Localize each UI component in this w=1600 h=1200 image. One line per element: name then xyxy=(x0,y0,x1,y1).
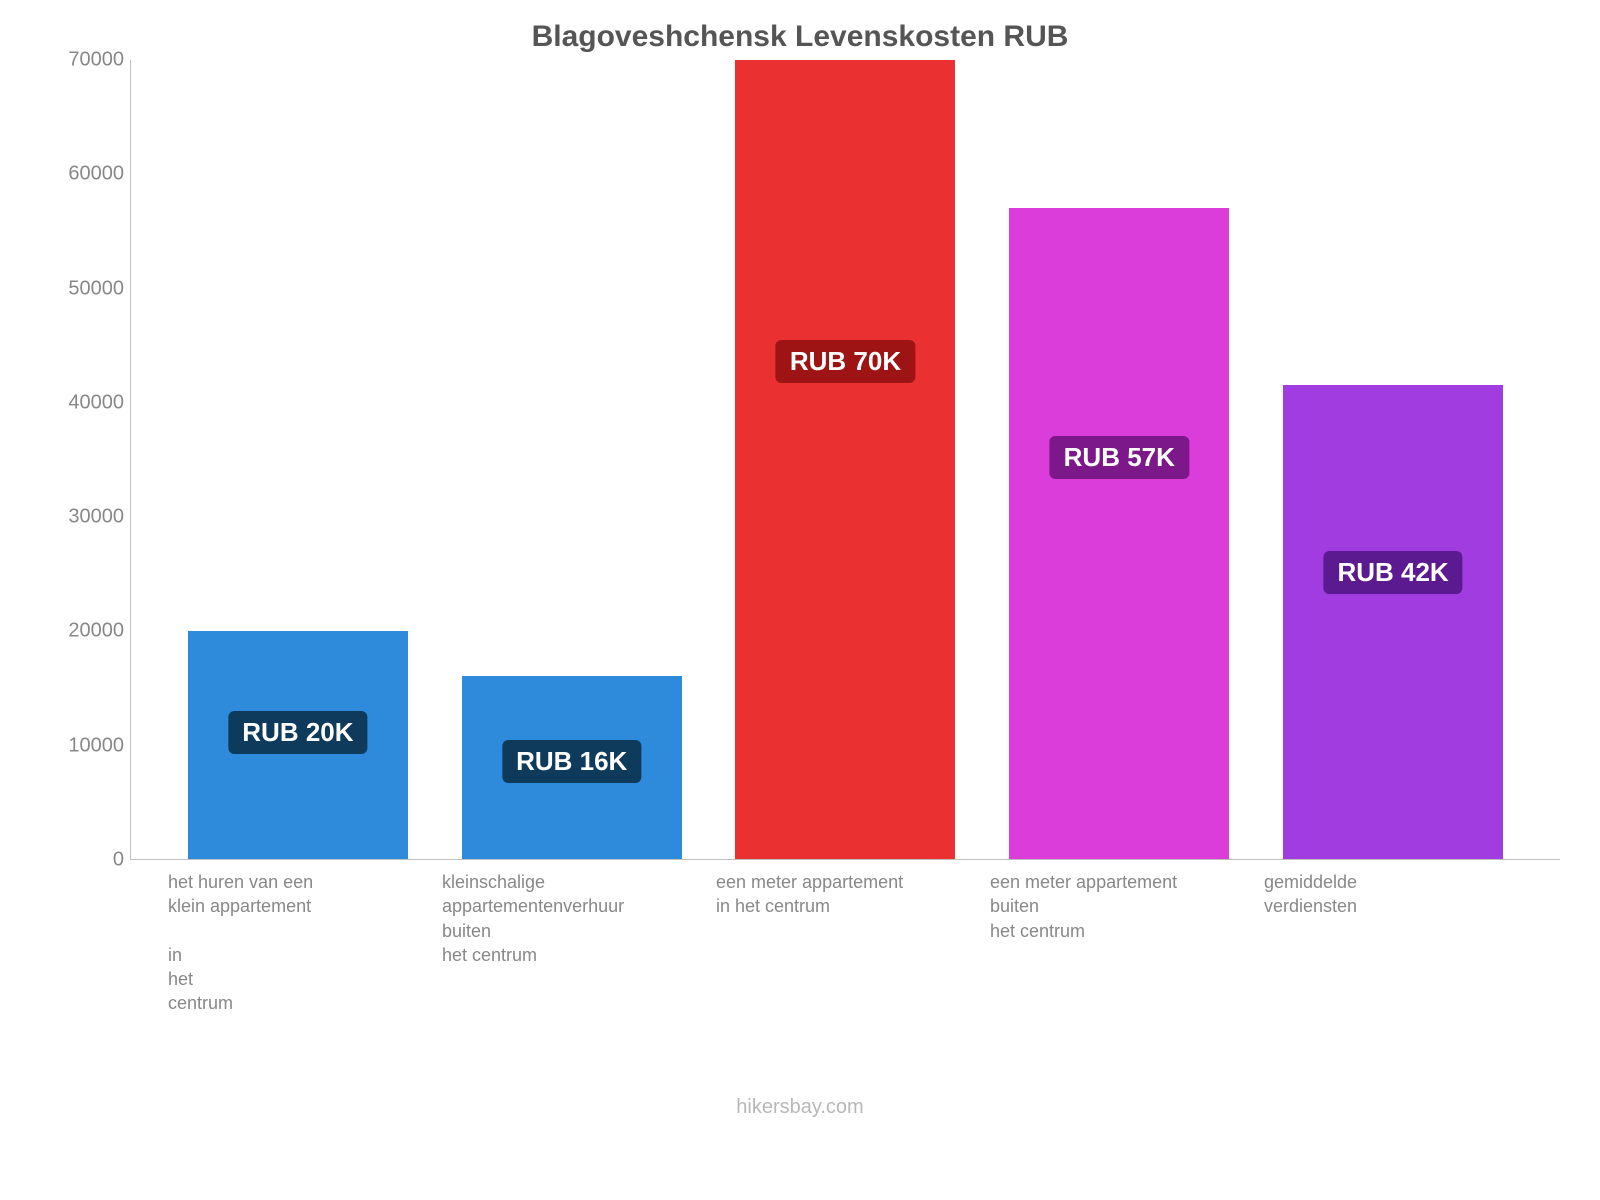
bar-slot: RUB 70K xyxy=(709,60,983,859)
y-tick-label: 0 xyxy=(113,849,124,872)
plot-area: RUB 20K RUB 16K RUB 70K RUB 57K RUB 42K xyxy=(130,60,1560,860)
bar: RUB 70K xyxy=(735,60,955,859)
y-tick-label: 60000 xyxy=(68,163,124,186)
bar-slot: RUB 16K xyxy=(435,60,709,859)
value-badge: RUB 42K xyxy=(1323,551,1462,594)
value-badge: RUB 20K xyxy=(228,711,367,754)
bar-slot: RUB 57K xyxy=(982,60,1256,859)
plot-row: 010000200003000040000500006000070000 RUB… xyxy=(40,60,1560,860)
x-axis-labels: het huren van een klein appartement in h… xyxy=(130,860,1560,1016)
bar: RUB 57K xyxy=(1009,208,1229,859)
bar-chart: Blagoveshchensk Levenskosten RUB 0 10000 2… xyxy=(0,0,1600,1200)
value-badge: RUB 16K xyxy=(502,740,641,783)
value-badge: RUB 57K xyxy=(1050,436,1189,479)
value-badge: RUB 70K xyxy=(776,340,915,383)
x-axis-spacer xyxy=(40,860,130,1016)
y-tick-label: 40000 xyxy=(68,391,124,414)
bar: RUB 42K xyxy=(1283,385,1503,859)
chart-title: Blagoveshchensk Levenskosten RUB xyxy=(40,20,1560,54)
y-tick-label: 10000 xyxy=(68,734,124,757)
x-axis-label: kleinschalige appartementenverhuur buite… xyxy=(434,870,708,1016)
bar: RUB 16K xyxy=(462,676,682,859)
bars-container: RUB 20K RUB 16K RUB 70K RUB 57K RUB 42K xyxy=(131,60,1560,859)
x-axis-label: een meter appartement buiten het centrum xyxy=(982,870,1256,1016)
x-axis-label: het huren van een klein appartement in h… xyxy=(160,870,434,1016)
y-tick-label: 70000 xyxy=(68,49,124,72)
x-axis-label: gemiddelde verdiensten xyxy=(1256,870,1530,1016)
x-axis-row: het huren van een klein appartement in h… xyxy=(40,860,1560,1016)
bar-slot: RUB 20K xyxy=(161,60,435,859)
x-axis-label: een meter appartement in het centrum xyxy=(708,870,982,1016)
y-tick-label: 20000 xyxy=(68,620,124,643)
y-axis: 010000200003000040000500006000070000 xyxy=(40,60,130,860)
attribution-text: hikersbay.com xyxy=(40,1096,1560,1119)
y-tick-label: 50000 xyxy=(68,277,124,300)
y-tick-label: 30000 xyxy=(68,506,124,529)
bar-slot: RUB 42K xyxy=(1256,60,1530,859)
bar: RUB 20K xyxy=(188,631,408,859)
